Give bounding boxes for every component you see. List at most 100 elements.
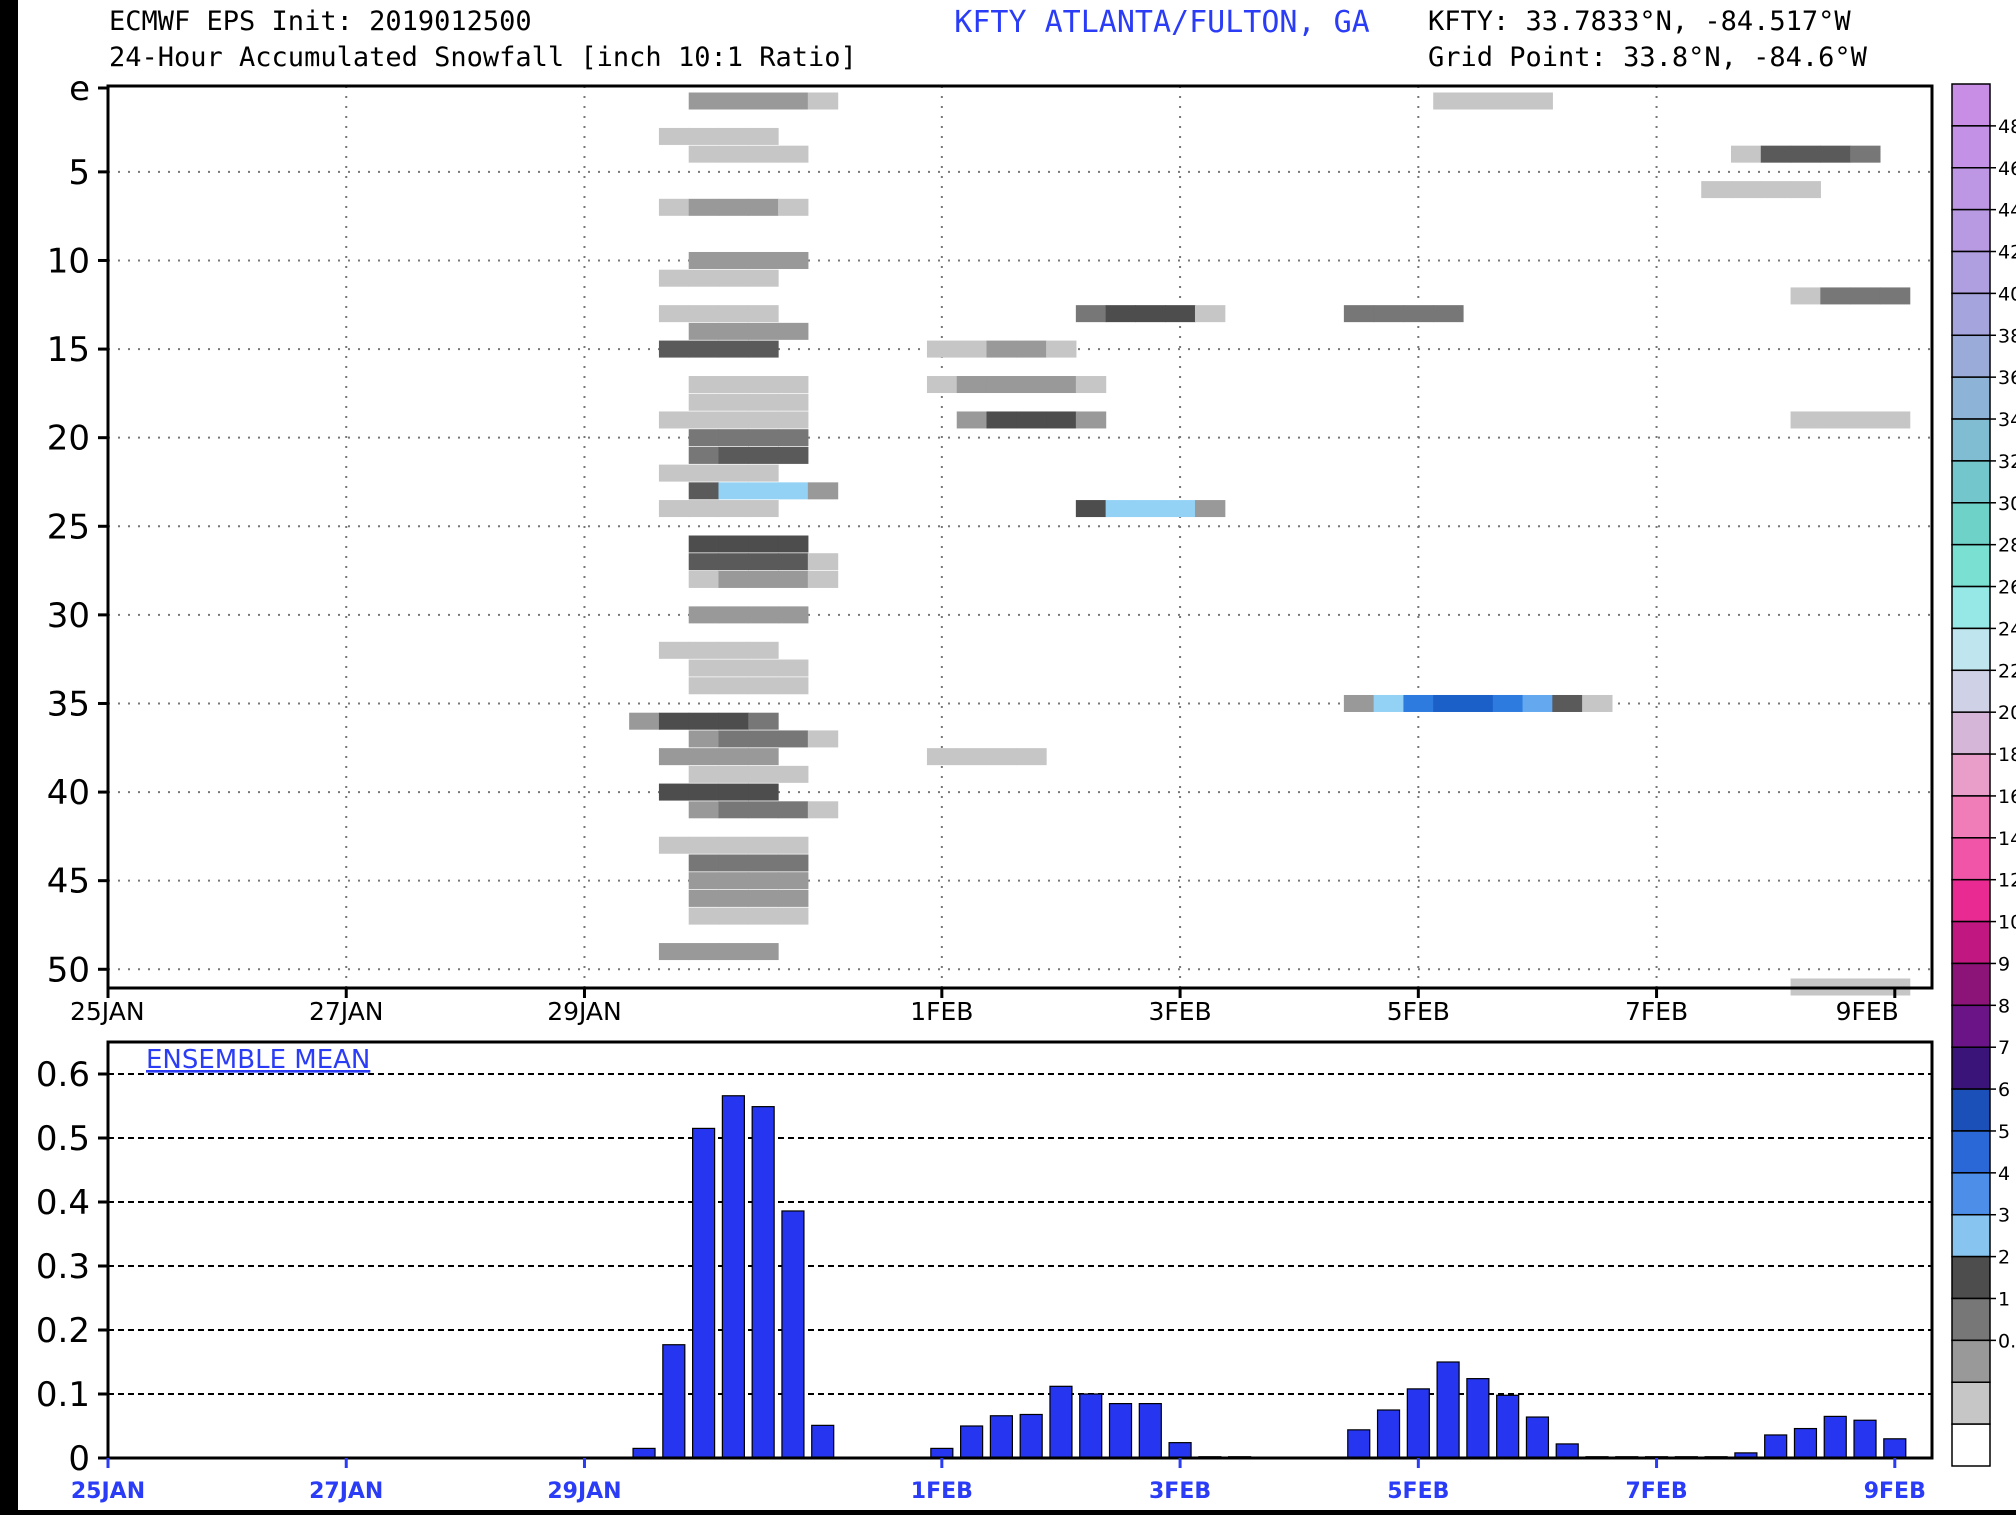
heatmap-cell: [778, 836, 809, 854]
heatmap-cell: [1850, 287, 1881, 305]
heatmap-cell: [718, 145, 749, 163]
heatmap-cell: [718, 801, 749, 819]
colorbar-legend: 4846444240383634323028262422201816141210…: [1951, 83, 2016, 1467]
heatmap-cell: [718, 641, 749, 659]
heatmap-cell: [778, 907, 809, 925]
heatmap-cell: [658, 464, 690, 482]
heatmap-cell: [688, 836, 720, 854]
heatmap-cell: [807, 570, 839, 588]
mean-x-tick-label: 27JAN: [309, 1479, 383, 1504]
mean-panel-title: ENSEMBLE MEAN: [146, 1045, 370, 1075]
heatmap-cell: [688, 907, 720, 925]
heatmap-cell: [1075, 305, 1107, 323]
mean-bar: [721, 1095, 745, 1459]
mean-bar: [1436, 1361, 1460, 1459]
heatmap-cell: [778, 606, 809, 624]
heatmap-cell: [688, 765, 720, 783]
heatmap-cell: [658, 943, 690, 961]
heatmap-cell: [688, 376, 720, 394]
colorbar-label: 28: [1998, 535, 2016, 557]
colorbar-label: 7: [1998, 1037, 2010, 1059]
mean-x-tick-label: 25JAN: [71, 1479, 145, 1504]
heatmap-cell: [718, 500, 749, 518]
colorbar-swatch: [1951, 167, 1991, 211]
mean-bar: [811, 1424, 835, 1459]
heatmap-cell: [688, 269, 720, 287]
mean-bar: [1168, 1442, 1192, 1459]
heatmap-cell: [1790, 287, 1821, 305]
heatmap-cell: [748, 854, 779, 872]
heatmap-cell: [748, 340, 779, 358]
heatmap-cell: [778, 677, 809, 695]
colorbar-label: 48: [1998, 116, 2016, 138]
heatmap-cell: [658, 783, 690, 801]
colorbar-swatch: [1951, 1255, 1991, 1300]
header-station-title: KFTY ATLANTA/FULTON, GA: [954, 5, 1369, 40]
mean-bar: [1496, 1394, 1520, 1459]
heatmap-cell: [956, 411, 988, 429]
heatmap-cell: [688, 446, 720, 464]
heatmap-cell: [718, 340, 749, 358]
mean-y-tick-label: 0.3: [36, 1247, 90, 1287]
heatmap-cell: [1790, 181, 1821, 199]
heatmap-x-tick-label: 3FEB: [1148, 997, 1211, 1026]
heatmap-cell: [1820, 411, 1851, 429]
heatmap-cell: [748, 730, 779, 748]
heatmap-cell: [778, 198, 809, 216]
heatmap-cell: [658, 500, 690, 518]
colorbar-label: 12: [1998, 870, 2016, 892]
heatmap-cell: [1731, 145, 1762, 163]
heatmap-cell: [1105, 500, 1137, 518]
colorbar-swatch: [1951, 753, 1991, 797]
colorbar-swatch: [1951, 669, 1991, 713]
heatmap-cell: [688, 198, 720, 216]
heatmap-cell: [748, 748, 779, 766]
heatmap-cell: [748, 251, 779, 269]
colorbar-swatch: [1951, 1423, 1991, 1467]
heatmap-x-tick-label: 25JAN: [70, 997, 145, 1026]
heatmap-cell: [1879, 287, 1911, 305]
mean-bar: [1079, 1393, 1103, 1459]
mean-bar: [960, 1425, 984, 1459]
heatmap-x-tick-label: 5FEB: [1387, 997, 1450, 1026]
heatmap-cell: [718, 269, 749, 287]
mean-bar: [1853, 1419, 1877, 1459]
colorbar-label: 32: [1998, 451, 2016, 473]
heatmap-cell: [1790, 145, 1821, 163]
heatmap-cell: [688, 872, 720, 890]
colorbar-label: 36: [1998, 367, 2016, 389]
member-heatmap-panel: e 5 10 15 20 25 30 35 40 45 50 25JAN 27JAN 29JAN 1FEB 3…: [47, 69, 1934, 1026]
mean-bar: [1376, 1409, 1401, 1459]
mean-x-tick-label: 1FEB: [911, 1479, 973, 1504]
heatmap-cell: [1016, 340, 1047, 358]
header-variable: 24-Hour Accumulated Snowfall [inch 10:1 …: [109, 42, 857, 73]
heatmap-cell: [748, 659, 779, 677]
heatmap-cell: [986, 411, 1017, 429]
colorbar-swatch: [1951, 1004, 1991, 1048]
colorbar-swatch: [1951, 1339, 1991, 1383]
heatmap-cell: [748, 500, 779, 518]
mean-y-tick-label: 0.2: [36, 1311, 90, 1351]
heatmap-cell: [926, 748, 958, 766]
heatmap-cell: [748, 553, 779, 571]
heatmap-cell: [718, 464, 749, 482]
heatmap-cell: [688, 712, 720, 730]
heatmap-y-tick-label: 5: [68, 153, 90, 193]
heatmap-cell: [956, 340, 988, 358]
colorbar-label: 4: [1998, 1163, 2010, 1185]
heatmap-cell: [718, 198, 749, 216]
mean-bar: [1883, 1438, 1907, 1459]
heatmap-cell: [807, 801, 839, 819]
colorbar-label: 6: [1998, 1079, 2010, 1101]
colorbar-label: 2: [1998, 1247, 2010, 1269]
heatmap-cell: [1135, 305, 1166, 323]
colorbar-label: 34: [1998, 409, 2016, 431]
mean-y-tick-label: 0.5: [36, 1119, 90, 1159]
heatmap-cell: [1165, 500, 1196, 518]
heatmap-cell: [718, 322, 749, 340]
heatmap-cell: [688, 535, 720, 553]
heatmap-cell: [1492, 92, 1524, 110]
heatmap-y-tick-label: 10: [47, 241, 90, 281]
heatmap-cell: [658, 340, 690, 358]
mean-bar: [1525, 1416, 1550, 1459]
